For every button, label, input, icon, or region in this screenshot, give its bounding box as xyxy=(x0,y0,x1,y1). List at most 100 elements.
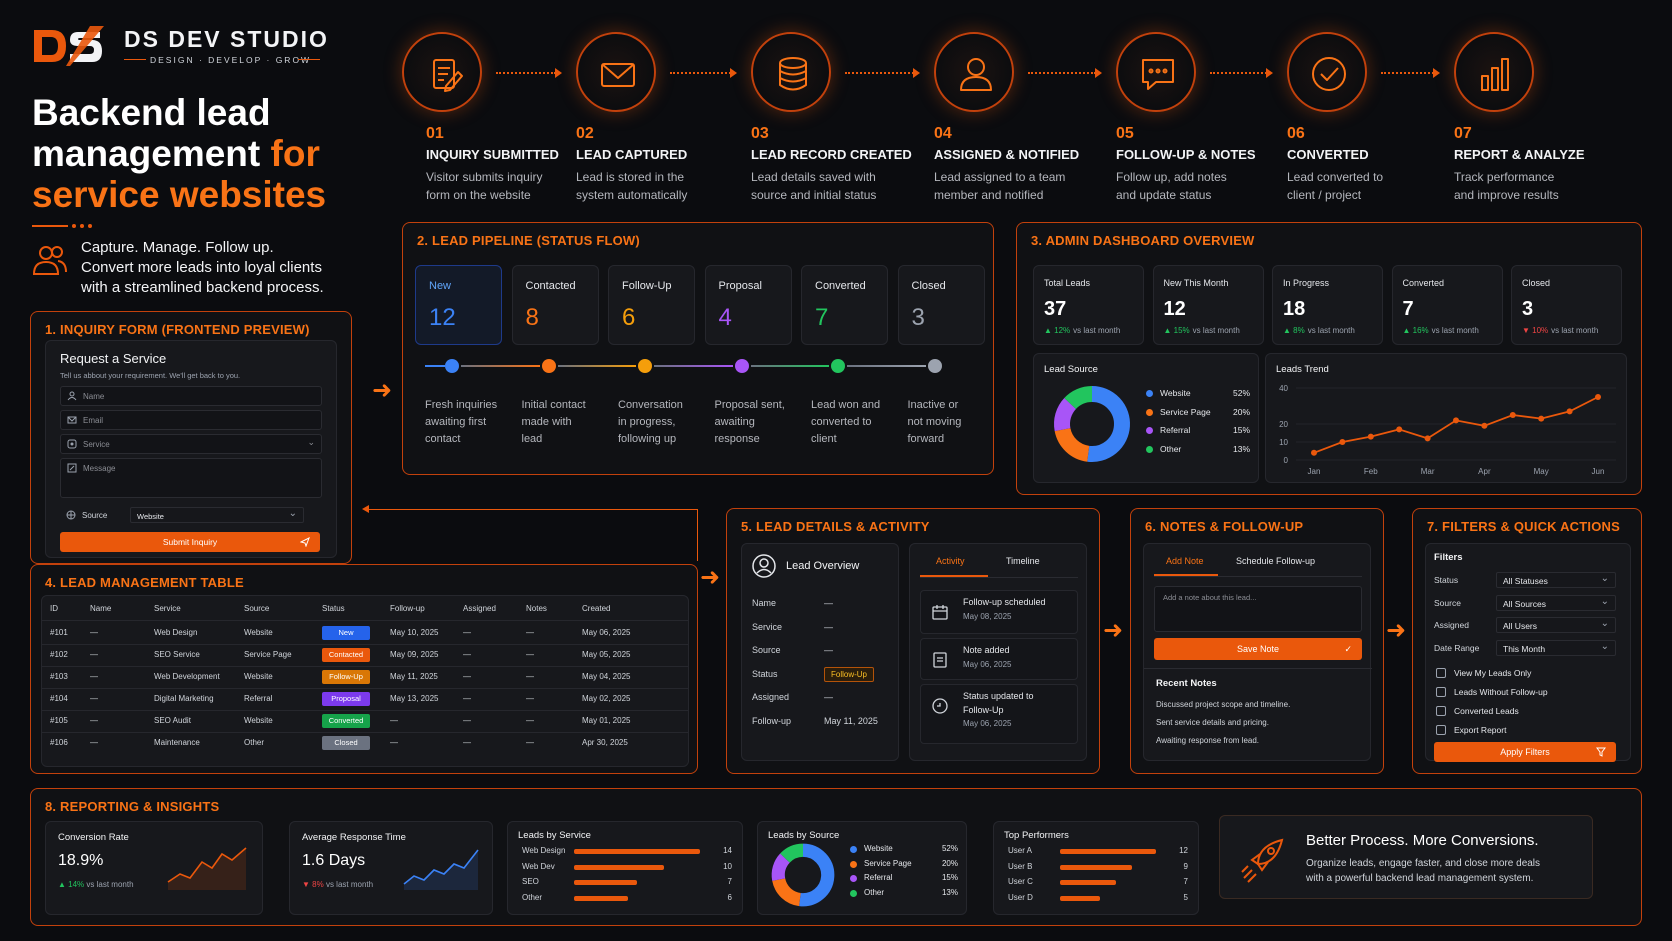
activity-card: Activity Timeline Follow-up scheduled May… xyxy=(909,543,1087,761)
stat-card[interactable]: Closed 3 ▼ 10% vs last month xyxy=(1511,265,1622,345)
table-row[interactable]: #105 — SEO Audit Website Converted — — — May 01,… xyxy=(42,710,690,732)
bar-label: User C xyxy=(1008,877,1033,886)
stat-value: 7 xyxy=(1402,298,1414,320)
note-textarea[interactable]: Add a note about this lead... xyxy=(1154,586,1362,632)
pipeline-stage-card[interactable]: Contacted 8 xyxy=(511,265,599,345)
checkbox-label: View My Leads Only xyxy=(1454,668,1532,678)
table-cell: — xyxy=(463,738,471,747)
status-badge: Follow-Up xyxy=(322,670,370,684)
message-field[interactable]: Message xyxy=(60,458,322,498)
filter-label: Date Range xyxy=(1434,642,1480,653)
pipeline-stage-card[interactable]: Follow-Up 6 xyxy=(608,265,695,345)
sparkline-up-icon xyxy=(167,847,247,890)
leads-by-source-donut xyxy=(771,843,835,907)
pipeline-stage-card[interactable]: Closed 3 xyxy=(897,265,985,345)
filters-title: Filters xyxy=(1434,552,1463,563)
apply-filters-button[interactable]: Apply Filters xyxy=(1434,742,1616,762)
table-row[interactable]: #101 — Web Design Website New May 10, 2025 — — M… xyxy=(42,622,690,644)
checkbox[interactable] xyxy=(1436,725,1446,735)
lead-table: ID Name Service Source Status Follow-up Assign… xyxy=(41,595,689,767)
stage-dot xyxy=(927,359,942,373)
submit-inquiry-button[interactable]: Submit Inquiry xyxy=(60,532,320,552)
tab-schedule-follow-up[interactable]: Schedule Follow-up xyxy=(1236,556,1316,566)
table-cell: SEO Service xyxy=(154,650,200,659)
activity-event[interactable]: Note added May 06, 2025 xyxy=(920,638,1078,680)
stat-label: Closed xyxy=(1522,278,1551,288)
donut-slice xyxy=(799,843,835,907)
pipeline-stage-card[interactable]: Proposal 4 xyxy=(704,265,792,345)
step-circle xyxy=(1116,32,1196,112)
step-description: Lead assigned to a team member and notifi… xyxy=(934,170,1066,202)
pipeline-stage-card[interactable]: New 12 xyxy=(415,265,502,345)
stat-card[interactable]: In Progress 18 ▲ 8% vs last month xyxy=(1272,265,1383,345)
status-badge: Proposal xyxy=(322,692,370,706)
column-header[interactable]: Status xyxy=(322,604,345,613)
x-tick-label: Feb xyxy=(1364,467,1378,476)
column-header[interactable]: ID xyxy=(50,604,58,613)
step-circle xyxy=(402,32,482,112)
checkbox[interactable] xyxy=(1436,687,1446,697)
column-header[interactable]: Notes xyxy=(526,604,547,613)
column-header[interactable]: Name xyxy=(90,604,112,613)
chevron-down-icon: ⌄ xyxy=(307,437,315,447)
x-tick-label: Apr xyxy=(1478,467,1491,476)
table-cell: #106 xyxy=(50,738,68,747)
legend-item: Service Page 20% xyxy=(850,859,958,874)
field-label: Service xyxy=(752,621,783,632)
stat-change: ▲ 8% vs last month xyxy=(1283,326,1355,335)
filter-select[interactable]: All Statuses xyxy=(1496,572,1616,588)
stage-dot xyxy=(541,359,556,373)
event-title: Follow-up scheduled xyxy=(963,597,1046,607)
stat-card[interactable]: Total Leads 37 ▲ 12% vs last month xyxy=(1033,265,1144,345)
bar-chart-icon xyxy=(1481,58,1509,91)
filter-select[interactable]: All Sources xyxy=(1496,594,1616,611)
lead-table-panel: 4. LEAD MANAGEMENT TABLE ID Name Service So… xyxy=(30,564,698,774)
stat-card[interactable]: New This Month 12 ▲ 15% vs last month xyxy=(1152,265,1264,345)
filter-select[interactable]: All Users xyxy=(1496,617,1616,633)
event-title: Note added xyxy=(963,645,1010,655)
checkbox[interactable] xyxy=(1436,706,1446,716)
table-cell: May 02, 2025 xyxy=(582,694,631,703)
column-header[interactable]: Service xyxy=(154,604,181,613)
tab-timeline[interactable]: Timeline xyxy=(1006,556,1040,566)
table-row[interactable]: #104 — Digital Marketing Referral Proposal Ma… xyxy=(42,688,690,710)
activity-event[interactable]: Status updated to Follow-Up May 06, 2025 xyxy=(920,684,1078,744)
column-header[interactable]: Created xyxy=(582,604,611,613)
table-cell: Web Design xyxy=(154,628,198,637)
service-select[interactable]: Service ⌄ xyxy=(60,434,322,454)
pipeline-stage-card[interactable]: Converted 7 xyxy=(801,265,888,345)
leads-trend-card: Leads Trend 0 10 20 40 Jan Feb Mar Apr May Jun xyxy=(1265,353,1627,483)
trend-point xyxy=(1311,449,1317,456)
notes-panel: 6. NOTES & FOLLOW-UP Add Note Schedule F… xyxy=(1130,508,1384,774)
column-header[interactable]: Assigned xyxy=(463,604,496,613)
column-header[interactable]: Follow-up xyxy=(390,604,425,613)
status-badge: Follow-Up xyxy=(824,666,875,682)
source-select[interactable]: Website xyxy=(130,507,304,523)
event-title: Status updated to xyxy=(963,691,1034,701)
save-note-button[interactable]: Save Note ✓ xyxy=(1154,638,1362,660)
step-description: Lead converted to client / project xyxy=(1287,170,1384,202)
checkbox[interactable] xyxy=(1436,668,1446,678)
activity-event[interactable]: Follow-up scheduled May 08, 2025 xyxy=(920,590,1078,634)
name-field[interactable]: Name xyxy=(60,386,322,406)
filter-select[interactable]: This Month xyxy=(1496,639,1616,656)
stage-description: Conversation in progress, following up xyxy=(618,399,683,445)
filter-label: Assigned xyxy=(1434,620,1469,630)
column-header[interactable]: Source xyxy=(244,604,270,613)
table-cell: SEO Audit xyxy=(154,716,191,725)
tab-activity[interactable]: Activity xyxy=(936,556,965,566)
table-cell: — xyxy=(90,694,98,703)
table-row[interactable]: #102 — SEO Service Service Page Contacted May… xyxy=(42,644,690,666)
table-cell: May 06, 2025 xyxy=(582,628,631,637)
card-title: Top Performers xyxy=(1004,830,1069,841)
stat-card[interactable]: Converted 7 ▲ 16% vs last month xyxy=(1391,265,1503,345)
section-title: 6. NOTES & FOLLOW-UP xyxy=(1145,519,1304,534)
stage-connector xyxy=(750,365,829,367)
email-field[interactable]: Email xyxy=(60,410,322,430)
table-cell: — xyxy=(390,716,398,725)
table-cell: — xyxy=(463,628,471,637)
trend-point xyxy=(1367,433,1374,440)
table-row[interactable]: #106 — Maintenance Other Closed — — — Apr 30, 20… xyxy=(42,732,690,754)
table-row[interactable]: #103 — Web Development Website Follow-Up May … xyxy=(42,666,690,688)
tab-add-note[interactable]: Add Note xyxy=(1166,556,1204,566)
